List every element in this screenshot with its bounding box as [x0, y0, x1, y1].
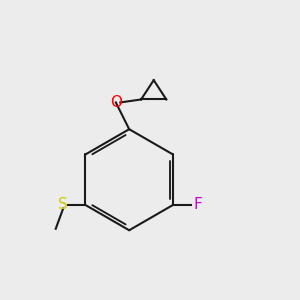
Text: F: F	[193, 197, 202, 212]
Text: S: S	[58, 197, 68, 212]
Text: O: O	[110, 95, 122, 110]
